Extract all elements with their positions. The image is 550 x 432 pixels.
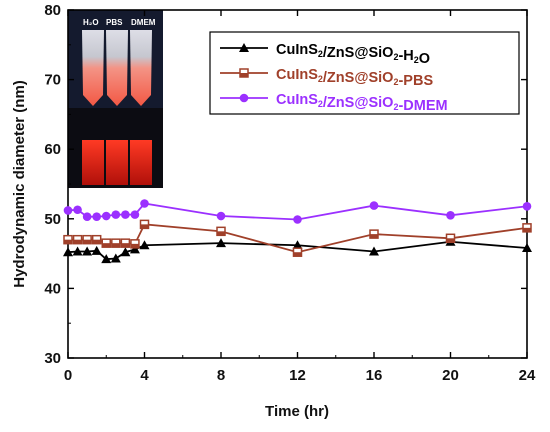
marker-fill xyxy=(240,73,248,77)
data-point xyxy=(445,233,456,244)
data-point xyxy=(92,212,101,222)
data-point xyxy=(73,205,82,215)
marker-fill xyxy=(523,227,531,232)
marker-fill xyxy=(370,234,378,239)
x-tick-label: 8 xyxy=(217,367,225,384)
data-point xyxy=(120,247,131,257)
y-tick-label: 60 xyxy=(44,141,61,158)
marker-fill xyxy=(217,231,225,236)
inset-vial xyxy=(82,30,104,106)
data-point xyxy=(129,244,140,254)
data-point xyxy=(216,211,226,221)
y-tick-label: 30 xyxy=(44,350,61,367)
marker-fill xyxy=(140,224,149,229)
data-point xyxy=(446,211,455,220)
data-point xyxy=(120,238,131,248)
marker-fill xyxy=(446,238,455,243)
data-point xyxy=(130,210,140,219)
data-point xyxy=(110,253,121,263)
marker-fill xyxy=(102,243,111,248)
inset-vial-glow xyxy=(82,140,104,185)
y-tick-label: 50 xyxy=(44,211,61,228)
data-point xyxy=(82,234,92,245)
inset-label-dmem: DMEM xyxy=(131,18,156,27)
y-axis-title: Hydrodynamic diameter (nm) xyxy=(11,80,28,288)
data-point xyxy=(522,243,532,253)
data-point xyxy=(101,238,111,248)
legend-label: CuInS2/ZnS@SiO2-H2O xyxy=(276,42,430,67)
series-1 xyxy=(63,219,532,257)
inset-label-h2o: H₂O xyxy=(83,18,99,27)
data-point xyxy=(292,240,303,250)
marker-fill xyxy=(83,239,92,244)
y-tick-label: 70 xyxy=(44,72,61,89)
legend-marker xyxy=(239,68,249,78)
x-tick-label: 16 xyxy=(366,367,383,384)
legend-marker xyxy=(239,43,249,52)
data-point xyxy=(111,238,121,248)
data-point xyxy=(139,219,150,230)
data-point xyxy=(101,254,112,264)
data-point xyxy=(91,245,102,255)
marker-fill xyxy=(64,239,72,244)
x-tick-label: 0 xyxy=(64,367,72,384)
inset-vial-glow xyxy=(130,140,152,185)
y-tick-label: 80 xyxy=(44,2,61,19)
data-point xyxy=(139,240,150,250)
inset-vial xyxy=(130,30,152,106)
data-point xyxy=(111,210,121,219)
marker-fill xyxy=(111,243,120,248)
x-tick-label: 24 xyxy=(519,367,536,384)
x-tick-label: 4 xyxy=(140,367,149,384)
legend-marker xyxy=(239,93,249,103)
data-point xyxy=(369,229,379,239)
data-point xyxy=(82,246,93,256)
inset-label-pbs: PBS xyxy=(106,18,123,27)
data-point xyxy=(216,226,226,237)
marker-fill xyxy=(92,239,101,244)
data-point xyxy=(63,234,73,245)
legend-label: CuInS2/ZnS@SiO2-DMEM xyxy=(276,92,448,114)
data-point xyxy=(130,239,140,249)
series-0 xyxy=(63,236,532,264)
data-point xyxy=(522,201,532,211)
inset-vial xyxy=(106,30,128,106)
marker-fill xyxy=(130,243,139,248)
data-point xyxy=(72,246,83,256)
x-axis-title: Time (hr) xyxy=(265,403,329,420)
data-point xyxy=(140,199,149,208)
data-point xyxy=(121,210,130,219)
data-point xyxy=(72,234,83,245)
data-point xyxy=(522,223,532,233)
x-tick-label: 20 xyxy=(442,367,459,384)
marker-fill xyxy=(73,239,82,244)
data-point xyxy=(216,238,226,248)
data-point xyxy=(369,246,379,256)
data-point xyxy=(101,211,111,221)
data-point xyxy=(63,247,73,257)
data-point xyxy=(293,215,302,224)
inset-vial-glow xyxy=(106,140,128,185)
series-2 xyxy=(63,199,532,224)
legend-label: CuInS2/ZnS@SiO2-PBS xyxy=(276,67,433,89)
data-point xyxy=(91,234,102,245)
data-point xyxy=(63,206,73,215)
x-tick-label: 12 xyxy=(289,367,306,384)
data-point xyxy=(292,247,303,257)
y-tick-label: 40 xyxy=(44,280,61,297)
marker-fill xyxy=(121,243,130,248)
inset-photo: H₂O PBS DMEM xyxy=(68,10,163,188)
data-point xyxy=(369,201,379,210)
data-point xyxy=(82,212,92,222)
marker-fill xyxy=(293,252,302,257)
